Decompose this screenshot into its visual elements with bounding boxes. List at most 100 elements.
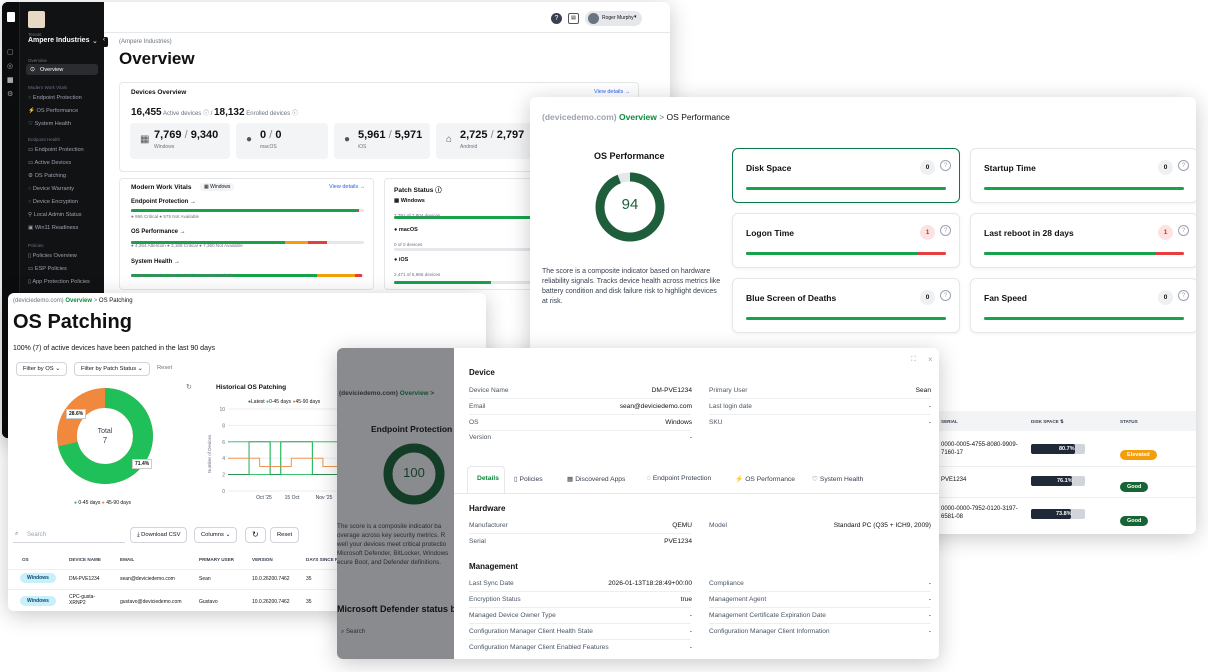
reset-table-button[interactable]: Reset [270, 527, 300, 543]
tab-details[interactable]: Details [477, 475, 499, 482]
row-divider [709, 591, 931, 592]
series-line-45-90-days [228, 457, 344, 467]
view-details-link[interactable]: View details → [594, 89, 631, 95]
kv-label: Managed Device Owner Type [469, 612, 556, 619]
tab-endpoint-protection[interactable]: ◌ Endpoint Protection [647, 475, 712, 482]
tab-details-bg [467, 466, 505, 494]
col-email[interactable]: EMAIL [120, 557, 135, 562]
page-title: Overview [119, 49, 195, 68]
user-name: Roger Murphy [602, 15, 634, 21]
info-icon: ? [940, 160, 951, 171]
gauge-title: OS Performance [594, 151, 665, 161]
device-name-cell[interactable]: DM-PVE1234 [69, 576, 100, 582]
sidebar-item-encryption[interactable]: ◌ Device Encryption [28, 199, 78, 205]
download-csv-button[interactable]: ⤓ Download CSV [130, 527, 188, 543]
sidebar-item-app-protection[interactable]: ▯ App Protection Policies [28, 279, 90, 285]
row-divider [709, 607, 931, 608]
sidebar-item-system-health[interactable]: ♡ System Health [28, 121, 71, 127]
expand-icon[interactable]: ⛶ [911, 356, 916, 363]
close-icon[interactable]: × [928, 355, 933, 364]
col-primary-user[interactable]: PRIMARY USER [199, 557, 234, 562]
patch-macos-bar [394, 248, 630, 251]
user-menu[interactable]: Roger Murphy ▾ [585, 11, 642, 26]
os-performance-window: (devicedemo.com) Overview > OS Performan… [530, 97, 1196, 534]
breadcrumb: (Ampere Industries) [119, 39, 172, 45]
stat-ios: ● 5,961 / 5,971 iOS [334, 123, 430, 159]
donut-label: 28.6% [66, 409, 87, 419]
breadcrumb: (deviciedemo.com) Overview > OS Patching [13, 298, 133, 304]
section-health: Endpoint Health [28, 137, 61, 142]
refresh-button[interactable]: ↻ [245, 527, 266, 543]
col-version[interactable]: VERSION [252, 557, 273, 562]
col-serial[interactable]: SERIAL [941, 419, 958, 424]
col-days-since[interactable]: DAYS SINCE P [306, 557, 338, 562]
kv-value: - [689, 644, 692, 651]
card-title: Devices Overview [131, 89, 187, 96]
metric-blue-screen[interactable]: Blue Screen of Deaths 0? [732, 278, 960, 333]
vital-endpoint-link[interactable]: Endpoint Protection → [131, 199, 196, 205]
tab-discovered-apps[interactable]: ▦ Discovered Apps [567, 476, 626, 483]
sidebar-item-active-devices[interactable]: ▭ Active Devices [28, 160, 72, 166]
kv-value: QEMU [672, 522, 692, 529]
col-disk-space[interactable]: DISK SPACE ⇅ [1031, 419, 1064, 424]
book-icon[interactable]: ▢ [7, 49, 14, 56]
vital-health-link[interactable]: System Health → [131, 259, 181, 265]
y-tick-label: 10 [219, 407, 225, 413]
metric-logon-time[interactable]: Logon Time 1? [732, 213, 960, 268]
tenant-name[interactable]: Ampere Industries [28, 37, 90, 44]
breadcrumb-overview-link[interactable]: Overview [619, 112, 657, 122]
sidebar-item-endpoint-protection[interactable]: ◌ Endpoint Protection [28, 95, 82, 101]
tab-policies[interactable]: ▯ Policies [514, 476, 543, 483]
chevron-down-icon[interactable]: ⌄ [92, 38, 98, 45]
metric-startup-time[interactable]: Startup Time 0? [970, 148, 1196, 203]
chat-icon[interactable]: ▤ [568, 13, 579, 24]
col-device-name[interactable]: DEVICE NAME [69, 557, 101, 562]
tab-os-performance[interactable]: ⚡ OS Performance [735, 476, 795, 483]
shield-icon[interactable]: ◎ [7, 63, 14, 70]
sidebar-item-local-admin[interactable]: ⚲ Local Admin Status [28, 212, 82, 218]
bg-title: Endpoint Protection [371, 424, 453, 434]
reset-filters-button[interactable]: Reset [151, 362, 179, 376]
apps-icon: ▦ [567, 476, 574, 483]
device-name-cell[interactable]: CPC-gusta-XRNP2 [69, 594, 96, 606]
kv-value: DM-PVE1234 [651, 387, 692, 394]
info-icon: ? [1178, 160, 1189, 171]
columns-dropdown[interactable]: Columns ⌄ [194, 527, 238, 543]
metric-last-reboot[interactable]: Last reboot in 28 days 1? [970, 213, 1196, 268]
sidebar-item-esp[interactable]: ▭ ESP Policies [28, 266, 67, 272]
metric-disk-space[interactable]: Disk Space 0? [732, 148, 960, 203]
bg-score-gauge [383, 443, 445, 505]
sidebar-item-overview[interactable]: ⊙ Overview [26, 64, 98, 75]
breadcrumb-overview-link[interactable]: Overview [65, 298, 93, 304]
sidebar-item-os-performance[interactable]: ⚡ OS Performance [28, 108, 79, 114]
refresh-icon[interactable]: ↻ [186, 384, 192, 391]
metric-fan-speed[interactable]: Fan Speed 0? [970, 278, 1196, 333]
row-divider [8, 589, 486, 590]
status-badge: Good [1120, 475, 1149, 493]
vital-osperf-link[interactable]: OS Performance → [131, 229, 186, 235]
settings-icon[interactable]: ⚙ [7, 91, 14, 98]
view-details-link[interactable]: View details → [329, 184, 366, 190]
col-status[interactable]: STATUS [1120, 419, 1138, 424]
help-icon[interactable]: ? [551, 13, 562, 24]
tab-system-health[interactable]: ♡ System Health [812, 476, 864, 483]
grid-icon[interactable]: ▦ [7, 77, 14, 84]
sidebar-item-policies-overview[interactable]: ▯ Policies Overview [28, 253, 77, 259]
col-os[interactable]: OS [22, 557, 29, 562]
sidebar-item-os-patching[interactable]: ⚙ OS Patching [28, 173, 66, 179]
x-tick-label: Nov '25 [316, 495, 333, 501]
vital-legend: ● 2,821 Attention ● 424 Critical ● 207 N… [131, 273, 236, 278]
patch-sub: 7,791 of 7,804 devices [394, 213, 441, 218]
sidebar-item-warranty[interactable]: ◌ Device Warranty [28, 186, 75, 192]
filter-os-dropdown[interactable]: Filter by OS ⌄ [16, 362, 68, 376]
sidebar-item-endpoint[interactable]: ▭ Endpoint Protection [28, 147, 84, 153]
bg-search: ⌕ Search [341, 629, 366, 635]
email-cell: sean@deviciedemo.com [120, 576, 175, 582]
search-input[interactable]: ⌕ Search [13, 527, 125, 543]
sidebar-item-win11[interactable]: ▣ Win11 Readiness [28, 225, 79, 231]
filter-status-dropdown[interactable]: Filter by Patch Status ⌄ [74, 362, 150, 376]
kv-value: - [928, 419, 931, 426]
vitals-filter[interactable]: ▦ Windows [200, 183, 235, 191]
apple-icon: ● [344, 134, 351, 145]
collapse-sidebar-button[interactable]: ‹ [100, 37, 108, 47]
